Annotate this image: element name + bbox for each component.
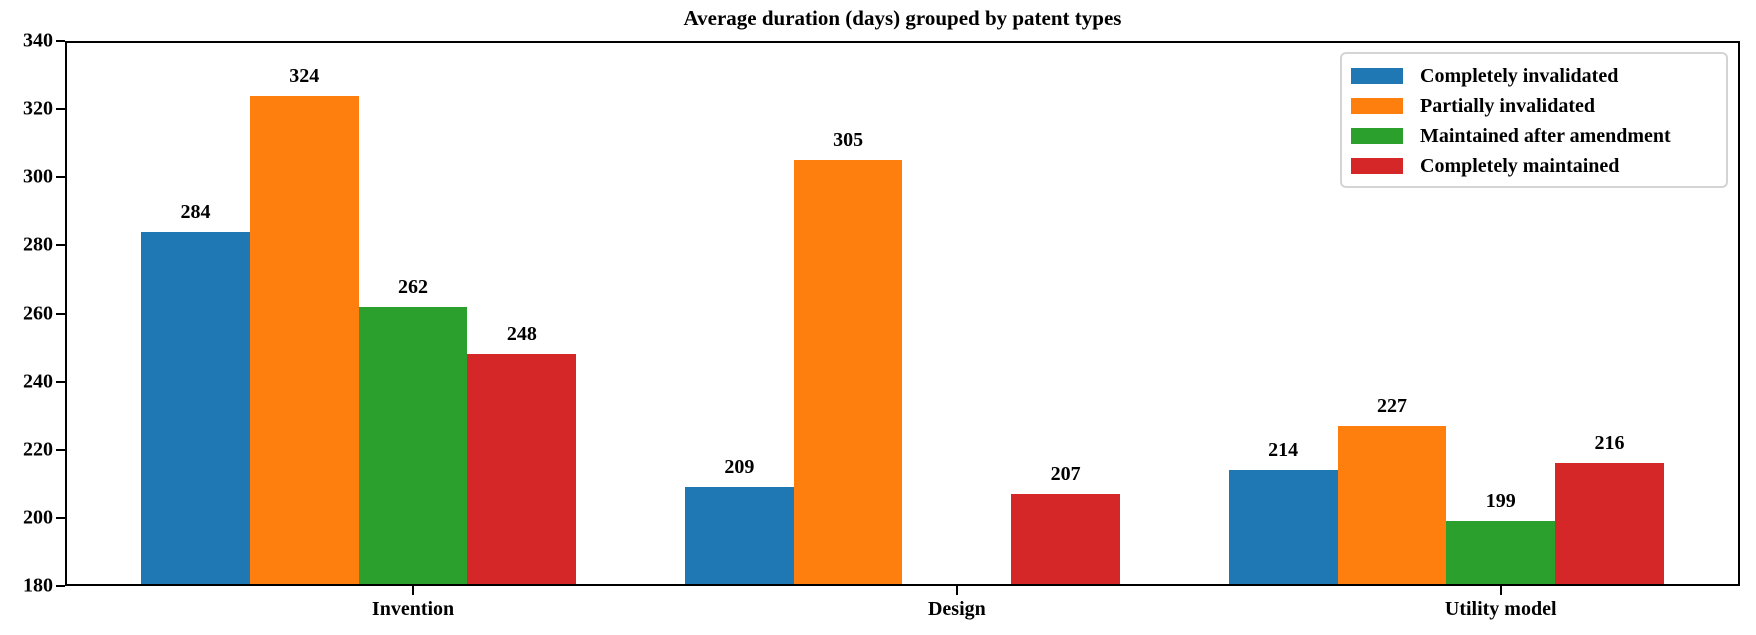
bar bbox=[141, 231, 250, 586]
y-axis-tick-label: 280 bbox=[23, 233, 53, 256]
legend-color-swatch bbox=[1351, 98, 1403, 114]
legend-label: Maintained after amendment bbox=[1420, 124, 1671, 147]
legend-row: Completely invalidated bbox=[1351, 61, 1726, 91]
bar-value-label: 209 bbox=[724, 456, 755, 479]
y-axis-tick-mark bbox=[56, 176, 65, 179]
y-axis-tick-mark bbox=[56, 312, 65, 315]
bar-value-label: 216 bbox=[1594, 432, 1625, 455]
y-axis-tick-mark bbox=[56, 585, 65, 587]
bar bbox=[1337, 425, 1447, 586]
x-axis-category-label: Design bbox=[927, 598, 986, 620]
legend-row: Partially invalidated bbox=[1351, 91, 1726, 121]
x-axis-tick-mark bbox=[1499, 586, 1502, 595]
y-axis-tick-label: 340 bbox=[23, 29, 53, 52]
y-axis-tick-mark bbox=[56, 448, 65, 451]
y-axis-tick-label: 220 bbox=[23, 438, 53, 461]
y-axis-tick-mark bbox=[56, 108, 65, 111]
legend-row: Maintained after amendment bbox=[1351, 121, 1726, 151]
bar bbox=[467, 354, 577, 586]
bar-value-label: 248 bbox=[506, 323, 537, 346]
chart-title: Average duration (days) grouped by paten… bbox=[683, 6, 1122, 30]
bar bbox=[1228, 470, 1338, 586]
bar-value-label: 284 bbox=[180, 200, 211, 223]
y-axis-tick-label: 240 bbox=[23, 370, 53, 393]
bar-value-label: 324 bbox=[289, 64, 320, 87]
bar-value-label: 262 bbox=[398, 275, 429, 298]
legend-row: Completely maintained bbox=[1351, 151, 1726, 181]
y-axis-tick-label: 260 bbox=[23, 302, 53, 324]
y-axis-tick-mark bbox=[56, 244, 65, 247]
bar bbox=[684, 487, 794, 586]
x-axis-category-label: Invention bbox=[371, 598, 455, 620]
y-axis-tick-mark bbox=[56, 516, 65, 519]
legend-label: Completely invalidated bbox=[1420, 64, 1619, 87]
legend-color-swatch bbox=[1351, 128, 1403, 144]
bar bbox=[249, 95, 359, 586]
x-axis-tick-mark bbox=[955, 586, 958, 595]
y-axis-tick-label: 180 bbox=[23, 574, 53, 597]
y-axis-tick-mark bbox=[56, 40, 65, 42]
y-axis-tick-label: 320 bbox=[23, 97, 53, 120]
legend: Completely invalidated Partially invalida… bbox=[1340, 52, 1728, 188]
x-axis-category-label: Utility model bbox=[1444, 598, 1557, 620]
bar bbox=[793, 160, 903, 586]
bar-value-label: 214 bbox=[1268, 439, 1299, 462]
y-axis-tick-label: 200 bbox=[23, 506, 53, 529]
legend-color-swatch bbox=[1351, 158, 1403, 174]
y-axis-tick-mark bbox=[56, 380, 65, 383]
y-axis-tick-label: 300 bbox=[23, 165, 53, 188]
bar bbox=[1446, 521, 1556, 586]
bar bbox=[358, 306, 468, 586]
x-axis-tick-mark bbox=[412, 586, 415, 595]
bar bbox=[1011, 494, 1121, 586]
legend-color-swatch bbox=[1351, 68, 1403, 84]
bar-value-label: 199 bbox=[1485, 490, 1516, 513]
bar-value-label: 207 bbox=[1050, 463, 1081, 486]
legend-label: Partially invalidated bbox=[1420, 94, 1595, 117]
bar-value-label: 305 bbox=[833, 129, 864, 152]
bar bbox=[1555, 463, 1664, 586]
bar-value-label: 227 bbox=[1376, 394, 1407, 417]
legend-label: Completely maintained bbox=[1420, 154, 1620, 177]
